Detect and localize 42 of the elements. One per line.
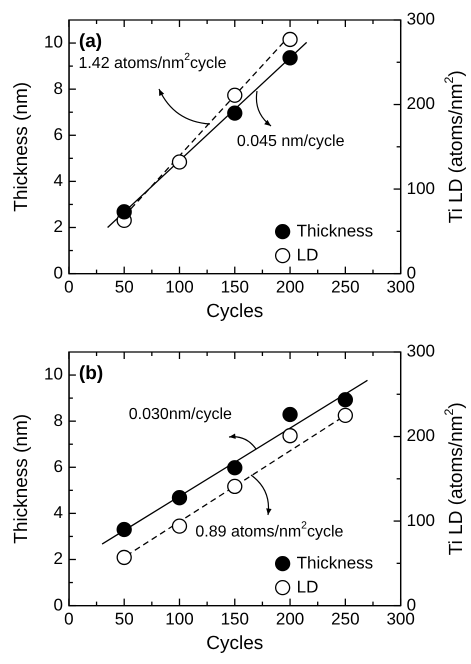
y-tick-label: 6	[53, 456, 63, 476]
y2-tick-label: 100	[406, 178, 436, 198]
y-tick-label: 10	[44, 364, 63, 384]
legend-label: Thickness	[296, 553, 374, 572]
y-tick-label: 8	[53, 410, 63, 430]
y-tick-label: 2	[53, 549, 63, 568]
x-axis-title: Cycles	[206, 632, 264, 654]
text: (b)	[78, 363, 104, 384]
y-axis-title: Thickness (nm)	[11, 82, 32, 212]
x-tick-label: 50	[114, 277, 134, 296]
x-tick-label: 150	[220, 609, 249, 628]
x-tick-label: 250	[331, 609, 360, 628]
y2-tick-label: 200	[406, 426, 436, 446]
legend-label: Thickness	[296, 221, 374, 240]
y-tick-label: 10	[44, 32, 63, 52]
x-tick-label: 200	[276, 277, 304, 296]
annotation: 0.045 nm/cycle	[236, 132, 345, 150]
x-tick-label: 250	[331, 277, 360, 296]
y2-tick-label: 300	[406, 10, 436, 29]
y2-tick-label: 300	[406, 342, 436, 361]
legend-label: LD	[296, 577, 318, 596]
x-tick-label: 100	[165, 277, 194, 296]
y-tick-label: 8	[53, 78, 63, 98]
x-axis-title: Cycles	[206, 300, 264, 322]
x-tick-label: 50	[114, 609, 134, 628]
y2-axis-title: Ti LD (atoms/nm2)	[442, 70, 468, 224]
y-tick-label: 4	[53, 503, 63, 522]
y2-axis-title: Ti LD (atoms/nm2)	[442, 402, 468, 556]
y-tick-label: 4	[53, 171, 63, 190]
y-axis-title: Thickness (nm)	[11, 414, 32, 544]
x-tick-label: 150	[220, 277, 249, 296]
x-tick-label: 200	[276, 609, 304, 628]
y2-tick-label: 100	[406, 510, 436, 530]
y2-tick-label: 200	[406, 94, 436, 114]
y-tick-label: 6	[53, 124, 63, 144]
legend-label: LD	[296, 245, 318, 264]
text: (a)	[78, 31, 102, 52]
y-tick-label: 0	[53, 595, 63, 614]
x-tick-label: 100	[165, 609, 194, 628]
annotation: 0.030nm/cycle	[128, 406, 232, 424]
y-tick-label: 0	[53, 263, 63, 282]
y-tick-label: 2	[53, 217, 63, 236]
